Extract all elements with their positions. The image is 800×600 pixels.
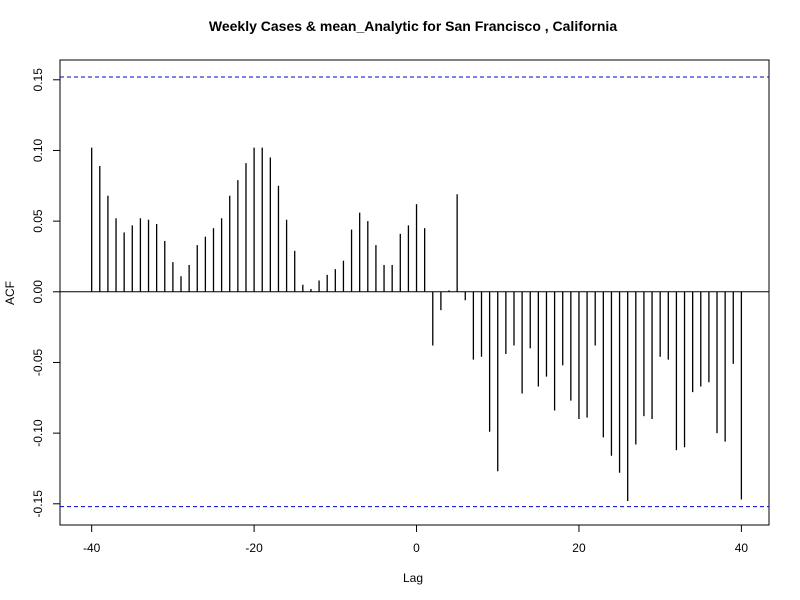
confidence-bands — [60, 76, 769, 508]
y-tick-label: -0.05 — [31, 348, 45, 376]
x-axis-label: Lag — [403, 571, 423, 585]
y-axis: -0.15 -0.10 -0.05 0.00 0.05 0.10 0.15 — [31, 68, 61, 518]
acf-bars — [91, 147, 743, 501]
y-tick-label: -0.10 — [31, 419, 45, 447]
x-tick-label: 40 — [735, 541, 749, 555]
x-tick-label: -40 — [83, 541, 101, 555]
x-tick-label: 20 — [572, 541, 586, 555]
y-tick-label: -0.15 — [31, 490, 45, 518]
y-tick-label: 0.00 — [31, 280, 45, 304]
y-tick-label: 0.15 — [31, 68, 45, 92]
x-axis: -40 -20 0 20 40 — [83, 524, 749, 555]
plot-frame — [59, 59, 770, 526]
x-tick-label: 0 — [413, 541, 420, 555]
y-tick-label: 0.10 — [31, 138, 45, 162]
y-tick-label: 0.05 — [31, 209, 45, 233]
chart-title: Weekly Cases & mean_Analytic for San Fra… — [209, 18, 617, 34]
x-tick-label: -20 — [245, 541, 263, 555]
y-axis-label: ACF — [3, 281, 17, 305]
